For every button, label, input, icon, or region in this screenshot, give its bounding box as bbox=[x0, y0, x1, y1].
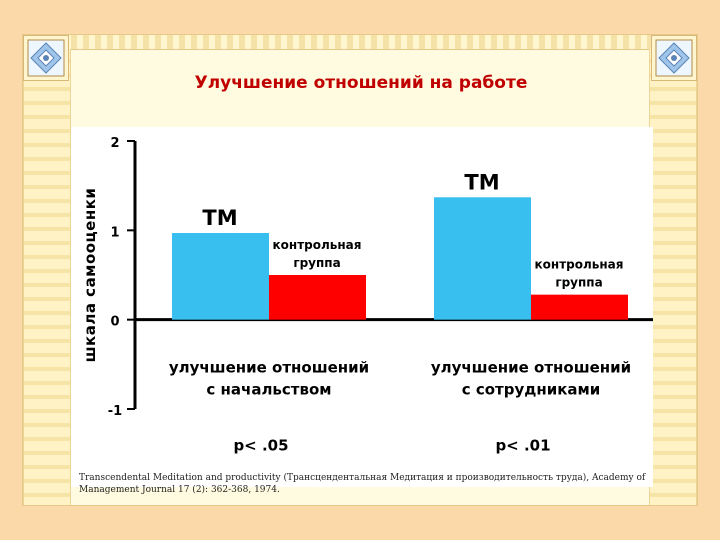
bar-control bbox=[269, 275, 366, 320]
category-label: с сотрудниками bbox=[462, 381, 601, 399]
citation-footnote: Transcendental Meditation and productivi… bbox=[79, 473, 646, 495]
category-label: улучшение отношений bbox=[169, 359, 369, 377]
series-label-tm: ТМ bbox=[202, 206, 237, 230]
y-axis-title: шкала самооценки bbox=[81, 188, 99, 363]
category-label: с начальством bbox=[206, 381, 331, 399]
series-label-control: группа bbox=[293, 256, 340, 270]
category-label: улучшение отношений bbox=[431, 359, 631, 377]
series-label-control: контрольная bbox=[535, 258, 624, 272]
y-tick-label: 2 bbox=[110, 136, 119, 151]
y-tick-label: 1 bbox=[110, 225, 119, 240]
decorative-border-top bbox=[23, 35, 697, 50]
rosette-ornament-icon bbox=[651, 35, 697, 81]
bar-chart: 2 1 0 -1 шкала самооценки ТМ контрольная группа… bbox=[81, 136, 653, 455]
series-label-tm: ТМ bbox=[464, 170, 499, 194]
bar-tm bbox=[434, 197, 531, 320]
page-title: Улучшение отношений на работе bbox=[194, 73, 528, 93]
rosette-ornament-icon bbox=[23, 35, 69, 81]
series-label-control: контрольная bbox=[273, 238, 362, 252]
p-value-label: p< .01 bbox=[495, 437, 550, 455]
decorative-pillar-left bbox=[23, 49, 71, 505]
p-value-label: p< .05 bbox=[233, 437, 288, 455]
y-tick-label: 0 bbox=[110, 315, 119, 330]
bar-control bbox=[531, 294, 628, 320]
series-label-control: группа bbox=[555, 276, 602, 290]
bar-tm bbox=[172, 233, 269, 320]
chart-panel: 2 1 0 -1 шкала самооценки ТМ контрольная группа… bbox=[71, 127, 653, 487]
y-tick-label: -1 bbox=[108, 404, 122, 419]
slide-frame: Улучшение отношений на работе 2 1 0 -1 шкала… bbox=[22, 34, 698, 506]
decorative-pillar-right bbox=[649, 49, 697, 505]
